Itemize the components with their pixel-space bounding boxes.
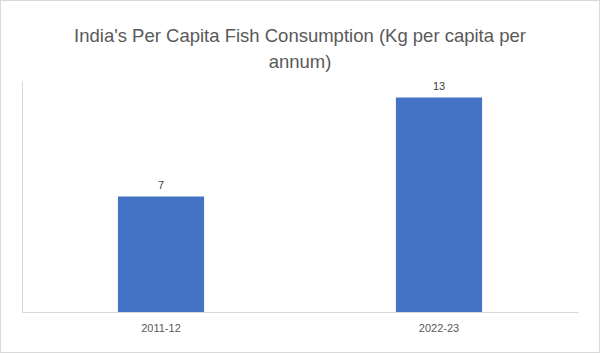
data-labels: 7 13 bbox=[158, 80, 445, 191]
bars bbox=[118, 98, 482, 313]
data-label: 7 bbox=[158, 179, 164, 191]
chart-svg: India's Per Capita Fish Consumption (Kg … bbox=[0, 0, 600, 353]
x-tick: 2022-23 bbox=[419, 312, 459, 334]
title-line: India's Per Capita Fish Consumption (Kg … bbox=[74, 25, 526, 46]
chart-frame bbox=[1, 1, 600, 353]
x-axis: 2011-12 2022-23 bbox=[23, 312, 579, 334]
bar bbox=[396, 98, 482, 313]
x-tick-label: 2011-12 bbox=[141, 322, 181, 334]
title-line: annum) bbox=[269, 51, 332, 72]
y-axis-line bbox=[22, 82, 23, 313]
y-axis bbox=[22, 82, 23, 313]
x-tick: 2011-12 bbox=[141, 312, 181, 334]
chart-title: India's Per Capita Fish Consumption (Kg … bbox=[74, 25, 526, 72]
x-axis-line bbox=[23, 312, 579, 313]
x-tick-label: 2022-23 bbox=[419, 322, 459, 334]
data-label: 13 bbox=[433, 80, 445, 92]
bar bbox=[118, 197, 204, 313]
